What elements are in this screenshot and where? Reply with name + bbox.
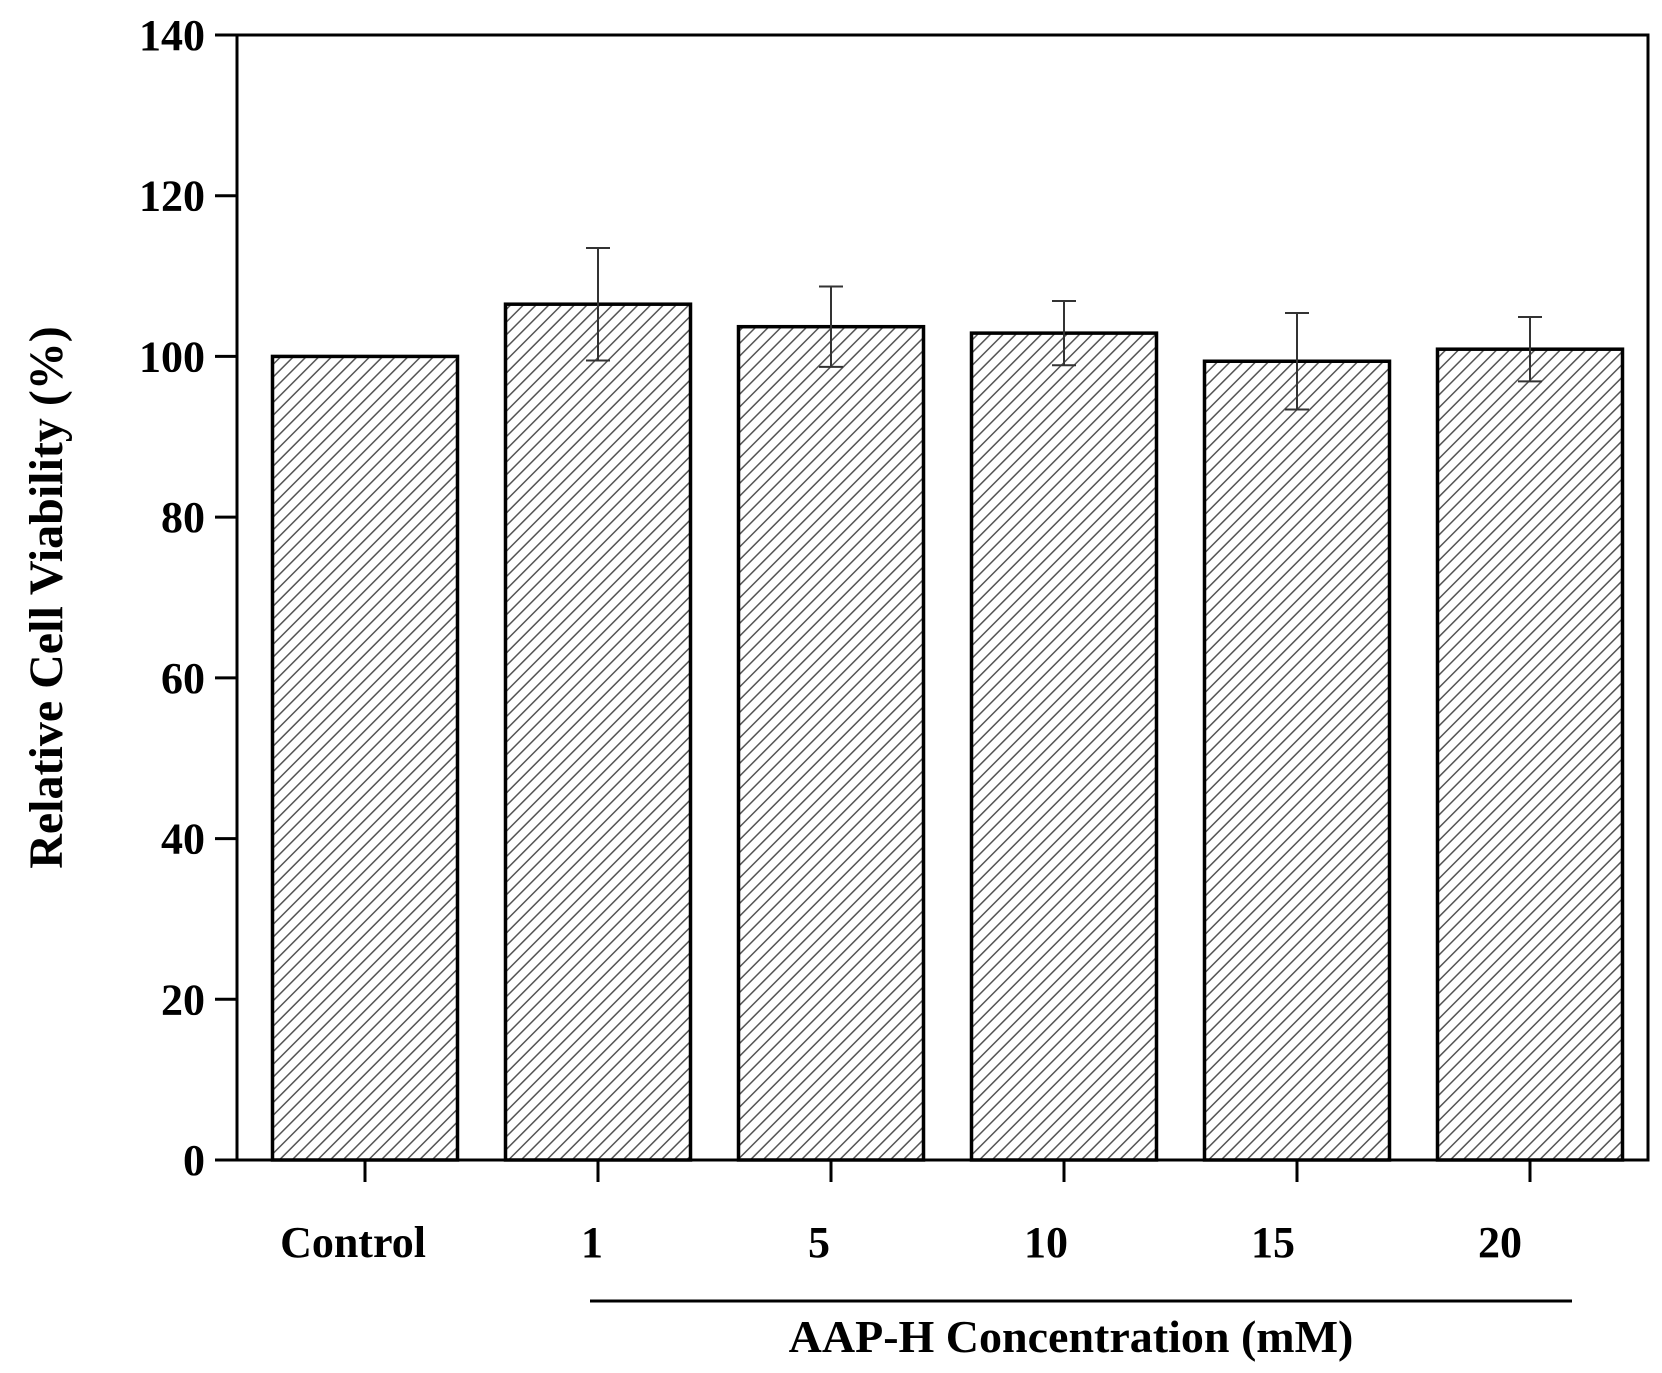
bar-1	[503, 302, 693, 1162]
bar-20	[1435, 347, 1625, 1162]
error-bars-layer	[586, 246, 1542, 411]
bar-15	[1202, 359, 1392, 1162]
group-label: AAP-H Concentration (mM)	[789, 1311, 1354, 1362]
y-axis-title: Relative Cell Viability (%)	[20, 326, 73, 869]
x-tick-label: Control	[280, 1218, 426, 1267]
error-bar-1	[586, 246, 610, 362]
y-axis-ticks: 0 20 40 60 80 100 120 140	[139, 11, 237, 1185]
y-tick-label: 0	[183, 1136, 205, 1185]
x-tick-label: 1	[581, 1218, 603, 1267]
error-bar-5	[819, 285, 843, 368]
y-tick-label: 140	[139, 11, 205, 60]
error-bar-20	[1518, 316, 1542, 383]
bar-10	[969, 331, 1159, 1162]
x-tick-label: 5	[808, 1218, 830, 1267]
plot-frame	[235, 33, 1650, 1162]
error-bar-15	[1285, 312, 1309, 411]
bar-5	[736, 324, 926, 1162]
y-tick-label: 120	[139, 172, 205, 221]
x-tick-label: 15	[1251, 1218, 1295, 1267]
x-tick-label: 20	[1478, 1218, 1522, 1267]
y-tick-label: 80	[161, 493, 205, 542]
bars-layer	[270, 302, 1625, 1162]
y-tick-label: 100	[139, 332, 205, 381]
y-tick-label: 40	[161, 815, 205, 864]
error-bar-10	[1052, 299, 1076, 367]
bar-control	[270, 354, 460, 1162]
y-tick-label: 60	[161, 654, 205, 703]
x-tick-label: 10	[1024, 1218, 1068, 1267]
y-tick-label: 20	[161, 975, 205, 1024]
x-axis-ticks: Control 1 5 10 15 20	[280, 1160, 1532, 1267]
